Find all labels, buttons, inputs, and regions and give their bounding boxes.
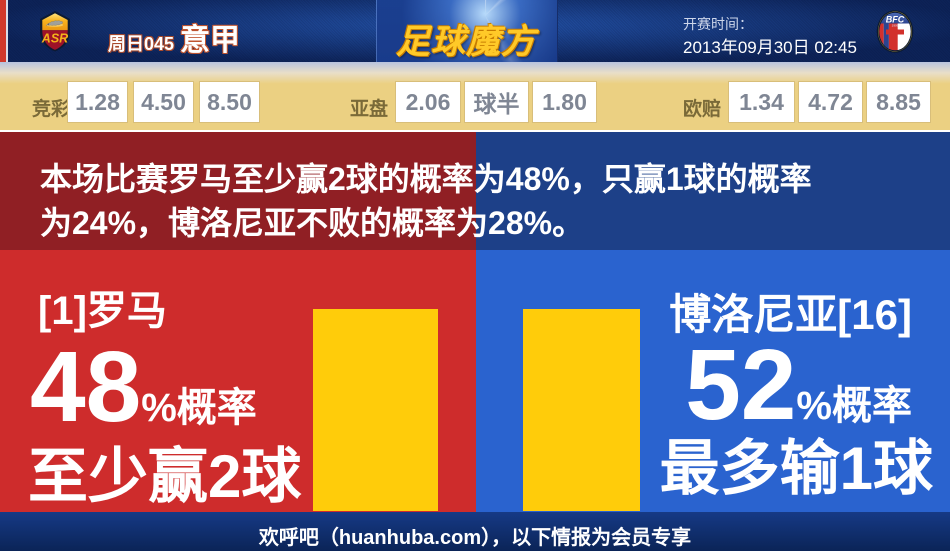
svg-text:1909: 1909 bbox=[892, 23, 899, 27]
svg-text:ASR: ASR bbox=[41, 32, 68, 46]
